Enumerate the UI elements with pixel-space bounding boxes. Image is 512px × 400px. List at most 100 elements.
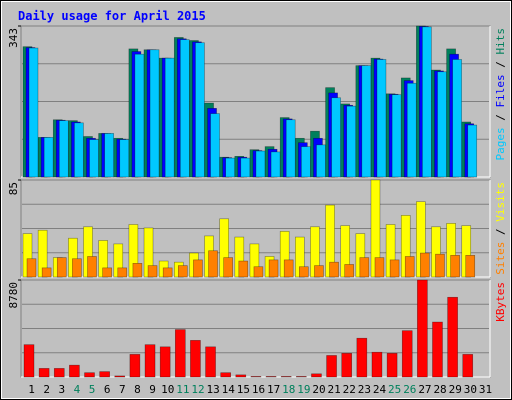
bar <box>43 137 54 178</box>
x-tick-label: 11 <box>176 383 189 396</box>
legend-entry: KBytes <box>494 282 507 322</box>
legend-entry: Sites <box>494 242 507 275</box>
bar <box>329 261 339 278</box>
x-tick-label: 30 <box>464 383 477 396</box>
x-tick-label: 23 <box>358 383 371 396</box>
bar <box>159 346 171 378</box>
legend-entry: Visits <box>494 182 507 222</box>
x-tick-label: 1 <box>28 383 35 396</box>
x-tick-label: 7 <box>119 383 126 396</box>
x-tick-label: 14 <box>222 383 236 396</box>
bar <box>301 146 311 178</box>
bar <box>296 376 307 378</box>
x-tick-label: 16 <box>252 383 265 396</box>
bar <box>422 26 432 178</box>
y-tick-label: 8780 <box>7 282 20 309</box>
bar <box>389 259 400 278</box>
x-tick-label: 28 <box>433 383 446 396</box>
bar <box>346 105 357 178</box>
bar <box>134 53 145 178</box>
bar <box>376 59 387 178</box>
bar <box>74 122 84 178</box>
bar <box>452 59 462 178</box>
bar <box>53 368 65 378</box>
bar <box>220 372 231 378</box>
bar <box>190 340 201 378</box>
legend-separator: / <box>494 55 507 75</box>
bar <box>177 265 188 278</box>
bar <box>205 346 216 378</box>
bar <box>119 139 130 178</box>
bar <box>361 65 372 178</box>
x-tick-label: 15 <box>237 383 250 396</box>
legend-separator: / <box>494 108 507 128</box>
bar <box>316 144 326 178</box>
bar <box>238 260 249 278</box>
bar <box>437 71 447 178</box>
x-tick-label: 21 <box>328 383 341 396</box>
bar <box>465 255 476 278</box>
x-tick-label: 13 <box>207 383 220 396</box>
bar <box>208 250 218 278</box>
bar <box>240 157 251 178</box>
bar <box>356 337 368 378</box>
bar <box>417 279 428 378</box>
x-tick-label: 24 <box>373 383 387 396</box>
x-tick-label: 26 <box>403 383 416 396</box>
legend-entry: Files <box>494 74 507 107</box>
bar <box>401 330 413 378</box>
bar <box>311 373 322 378</box>
x-tick-label: 27 <box>418 383 431 396</box>
bar <box>69 364 80 378</box>
x-tick-label: 5 <box>89 383 96 396</box>
x-tick-label: 2 <box>43 383 50 396</box>
bar <box>162 267 173 278</box>
x-tick-label: 22 <box>343 383 356 396</box>
bar <box>41 267 52 278</box>
bar <box>117 267 128 278</box>
x-tick-label: 10 <box>161 383 174 396</box>
bar <box>89 139 99 178</box>
bar <box>265 376 277 378</box>
bar <box>371 351 383 378</box>
bar <box>38 368 50 378</box>
bar <box>344 264 355 278</box>
bar <box>331 97 341 178</box>
x-tick-label: 6 <box>104 383 111 396</box>
bar <box>193 259 203 278</box>
bar <box>391 94 402 178</box>
bar <box>149 49 160 178</box>
bar <box>314 265 324 278</box>
bar <box>56 257 67 278</box>
bar <box>435 253 445 278</box>
bar <box>72 258 82 278</box>
bar <box>210 113 220 178</box>
bar <box>99 371 110 378</box>
legend: KBytes <box>494 282 507 322</box>
legend-entry: Hits <box>494 28 507 55</box>
bar <box>144 344 156 378</box>
y-tick-label: 343 <box>7 28 20 48</box>
bar <box>462 354 474 378</box>
bar <box>268 259 279 278</box>
bar <box>326 355 337 378</box>
bar <box>406 82 417 178</box>
legend: Sites / Visits <box>494 182 507 275</box>
bar <box>23 344 35 378</box>
bar <box>28 47 39 178</box>
bar <box>102 267 112 278</box>
legend-separator: / <box>494 222 507 242</box>
bar <box>386 352 398 378</box>
bar <box>26 258 37 278</box>
bar <box>58 120 69 178</box>
x-tick-label: 18 <box>282 383 295 396</box>
bar <box>404 256 415 278</box>
x-tick-label: 12 <box>191 383 204 396</box>
bar <box>250 376 262 378</box>
bar <box>299 266 309 278</box>
bar <box>114 375 126 378</box>
bar <box>432 321 443 378</box>
x-tick-label: 4 <box>74 383 81 396</box>
